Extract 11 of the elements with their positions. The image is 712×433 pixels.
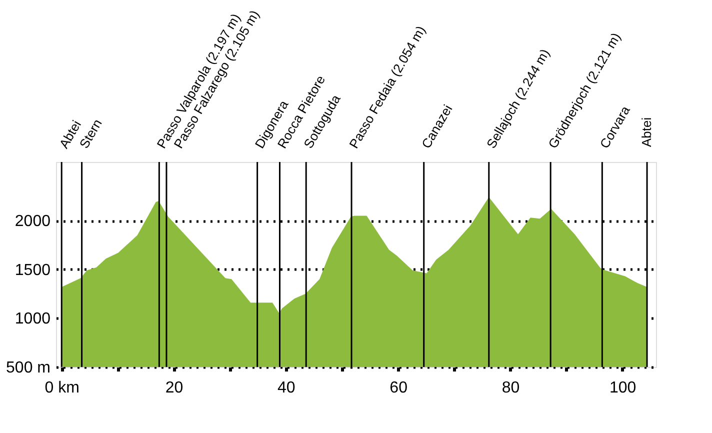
y-tick-label: 2000 [14,213,51,230]
x-tick-label: 100 [610,380,636,396]
y-tick-label: 1000 [14,310,51,328]
x-tick-label: 60 [390,380,408,396]
x-tick-label: 0 km [44,380,80,396]
x-tick-label: 80 [502,380,520,396]
x-tick-label: 40 [278,380,296,396]
x-tick-label: 20 [165,380,184,396]
y-tick-label: 1500 [14,262,51,279]
y-tick-label: 500 m [6,360,50,376]
ref-line-label: Abtei [639,117,654,147]
